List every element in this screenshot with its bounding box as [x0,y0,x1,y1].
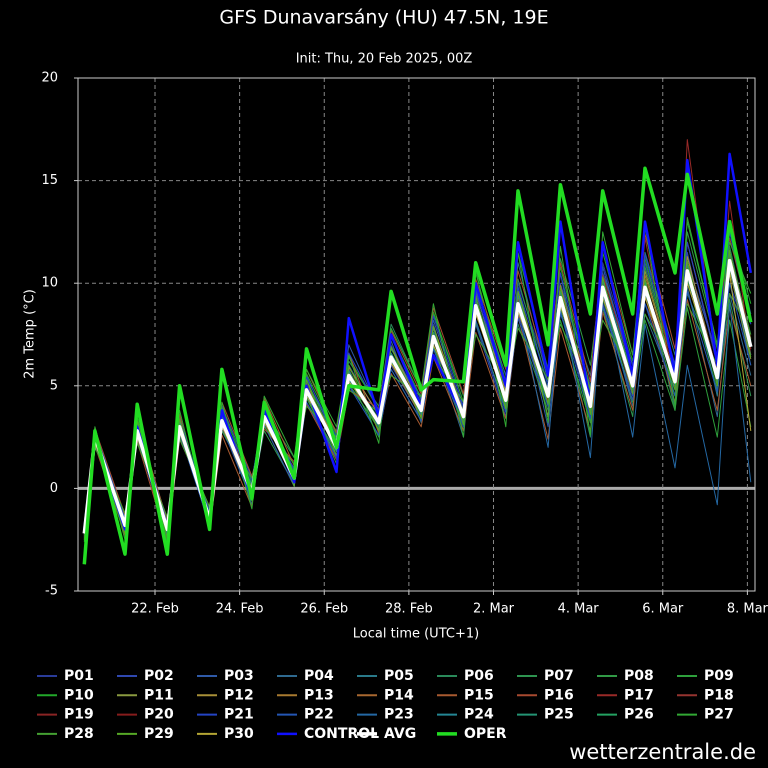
legend-item: P12 [197,687,254,703]
legend-item: P19 [37,707,94,723]
legend-label: P30 [224,726,254,742]
x-tick-label: 26. Feb [300,602,348,617]
legend-label: P05 [384,668,414,684]
legend-item: CONTROL [277,726,379,742]
legend-item: P18 [677,687,734,703]
legend-label: P04 [304,668,334,684]
legend-item: P05 [357,668,414,684]
legend-item: P15 [437,687,494,703]
legend-label: P16 [544,687,574,703]
legend-label: P01 [64,668,94,684]
legend-label: P09 [704,668,734,684]
legend-label: P24 [464,707,494,723]
legend-item: P17 [597,687,654,703]
legend-label: P03 [224,668,254,684]
legend-label: P21 [224,707,254,723]
series-line [82,258,753,534]
legend-item: P20 [117,707,174,723]
y-tick-label: 20 [41,71,58,86]
legend-label: P23 [384,707,414,723]
legend-label: P07 [544,668,574,684]
legend-item: P21 [197,707,254,723]
legend-item: P11 [117,687,174,703]
legend-item: P23 [357,707,414,723]
legend-label: P13 [304,687,334,703]
series-line [83,139,752,547]
x-tick-label: 6. Mar [642,602,684,617]
legend-label: CONTROL [304,726,379,742]
y-tick-label: 10 [41,276,58,291]
y-tick-label: 15 [41,173,58,188]
x-tick-label: 22. Feb [131,602,179,617]
legend-label: P27 [704,707,734,723]
legend-item: P10 [37,687,94,703]
x-tick-label: 24. Feb [216,602,264,617]
series-line [82,166,753,565]
series-line [83,152,753,531]
legend-label: P29 [144,726,174,742]
legend-item: P28 [37,726,94,742]
chart-subtitle: Init: Thu, 20 Feb 2025, 00Z [296,52,473,67]
legend-item: P08 [597,668,654,684]
legend-label: P25 [544,707,574,723]
legend-label: P17 [624,687,654,703]
watermark: wetterzentrale.de [569,740,756,764]
legend-item: P09 [677,668,734,684]
legend-label: P28 [64,726,94,742]
legend-label: P11 [144,687,174,703]
legend-item: P24 [437,707,494,723]
legend-item: P02 [117,668,174,684]
legend-label: P18 [704,687,734,703]
y-tick-label: 0 [50,481,58,496]
legend-item: P26 [597,707,654,723]
x-tick-label: 4. Mar [558,602,600,617]
legend-item: P25 [517,707,574,723]
legend-item: P13 [277,687,334,703]
legend-label: P10 [64,687,94,703]
legend-item: P29 [117,726,174,742]
legend-label: P19 [64,707,94,723]
y-axis-label: 2m Temp (°C) [23,289,38,379]
legend-label: P12 [224,687,254,703]
y-tick-label: -5 [45,584,58,599]
legend-item: AVG [357,726,416,742]
legend-item: P22 [277,707,334,723]
x-tick-label: 2. Mar [473,602,515,617]
legend-label: P22 [304,707,334,723]
legend-item: P04 [277,668,334,684]
chart-title: GFS Dunavarsány (HU) 47.5N, 19E [219,7,548,29]
legend-label: P26 [624,707,654,723]
legend-label: P20 [144,707,174,723]
y-tick-label: 5 [50,378,58,393]
legend-label: P06 [464,668,494,684]
x-tick-label: 8. Mar [727,602,768,617]
legend-item: P16 [517,687,574,703]
legend-item: P03 [197,668,254,684]
legend-label: AVG [384,726,416,742]
legend-item: P01 [37,668,94,684]
plot-frame [77,77,756,592]
legend-label: P02 [144,668,174,684]
legend-item: P07 [517,668,574,684]
legend-label: P15 [464,687,494,703]
legend-item: P27 [677,707,734,723]
legend-label: OPER [464,726,507,742]
legend-label: P14 [384,687,414,703]
legend-item: P06 [437,668,494,684]
x-tick-label: 28. Feb [385,602,433,617]
legend-item: P14 [357,687,414,703]
x-axis-label: Local time (UTC+1) [353,627,479,642]
legend-item: P30 [197,726,254,742]
legend-label: P08 [624,668,654,684]
legend-item: OPER [437,726,507,742]
